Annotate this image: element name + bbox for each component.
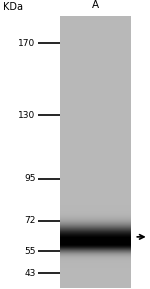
Text: KDa: KDa	[3, 2, 23, 12]
Text: 170: 170	[18, 38, 36, 47]
Text: 95: 95	[24, 174, 36, 184]
Text: 43: 43	[24, 268, 36, 278]
Text: A: A	[92, 0, 99, 10]
FancyBboxPatch shape	[60, 16, 131, 288]
Text: 72: 72	[24, 216, 36, 225]
Text: 55: 55	[24, 247, 36, 256]
Text: 130: 130	[18, 111, 36, 120]
